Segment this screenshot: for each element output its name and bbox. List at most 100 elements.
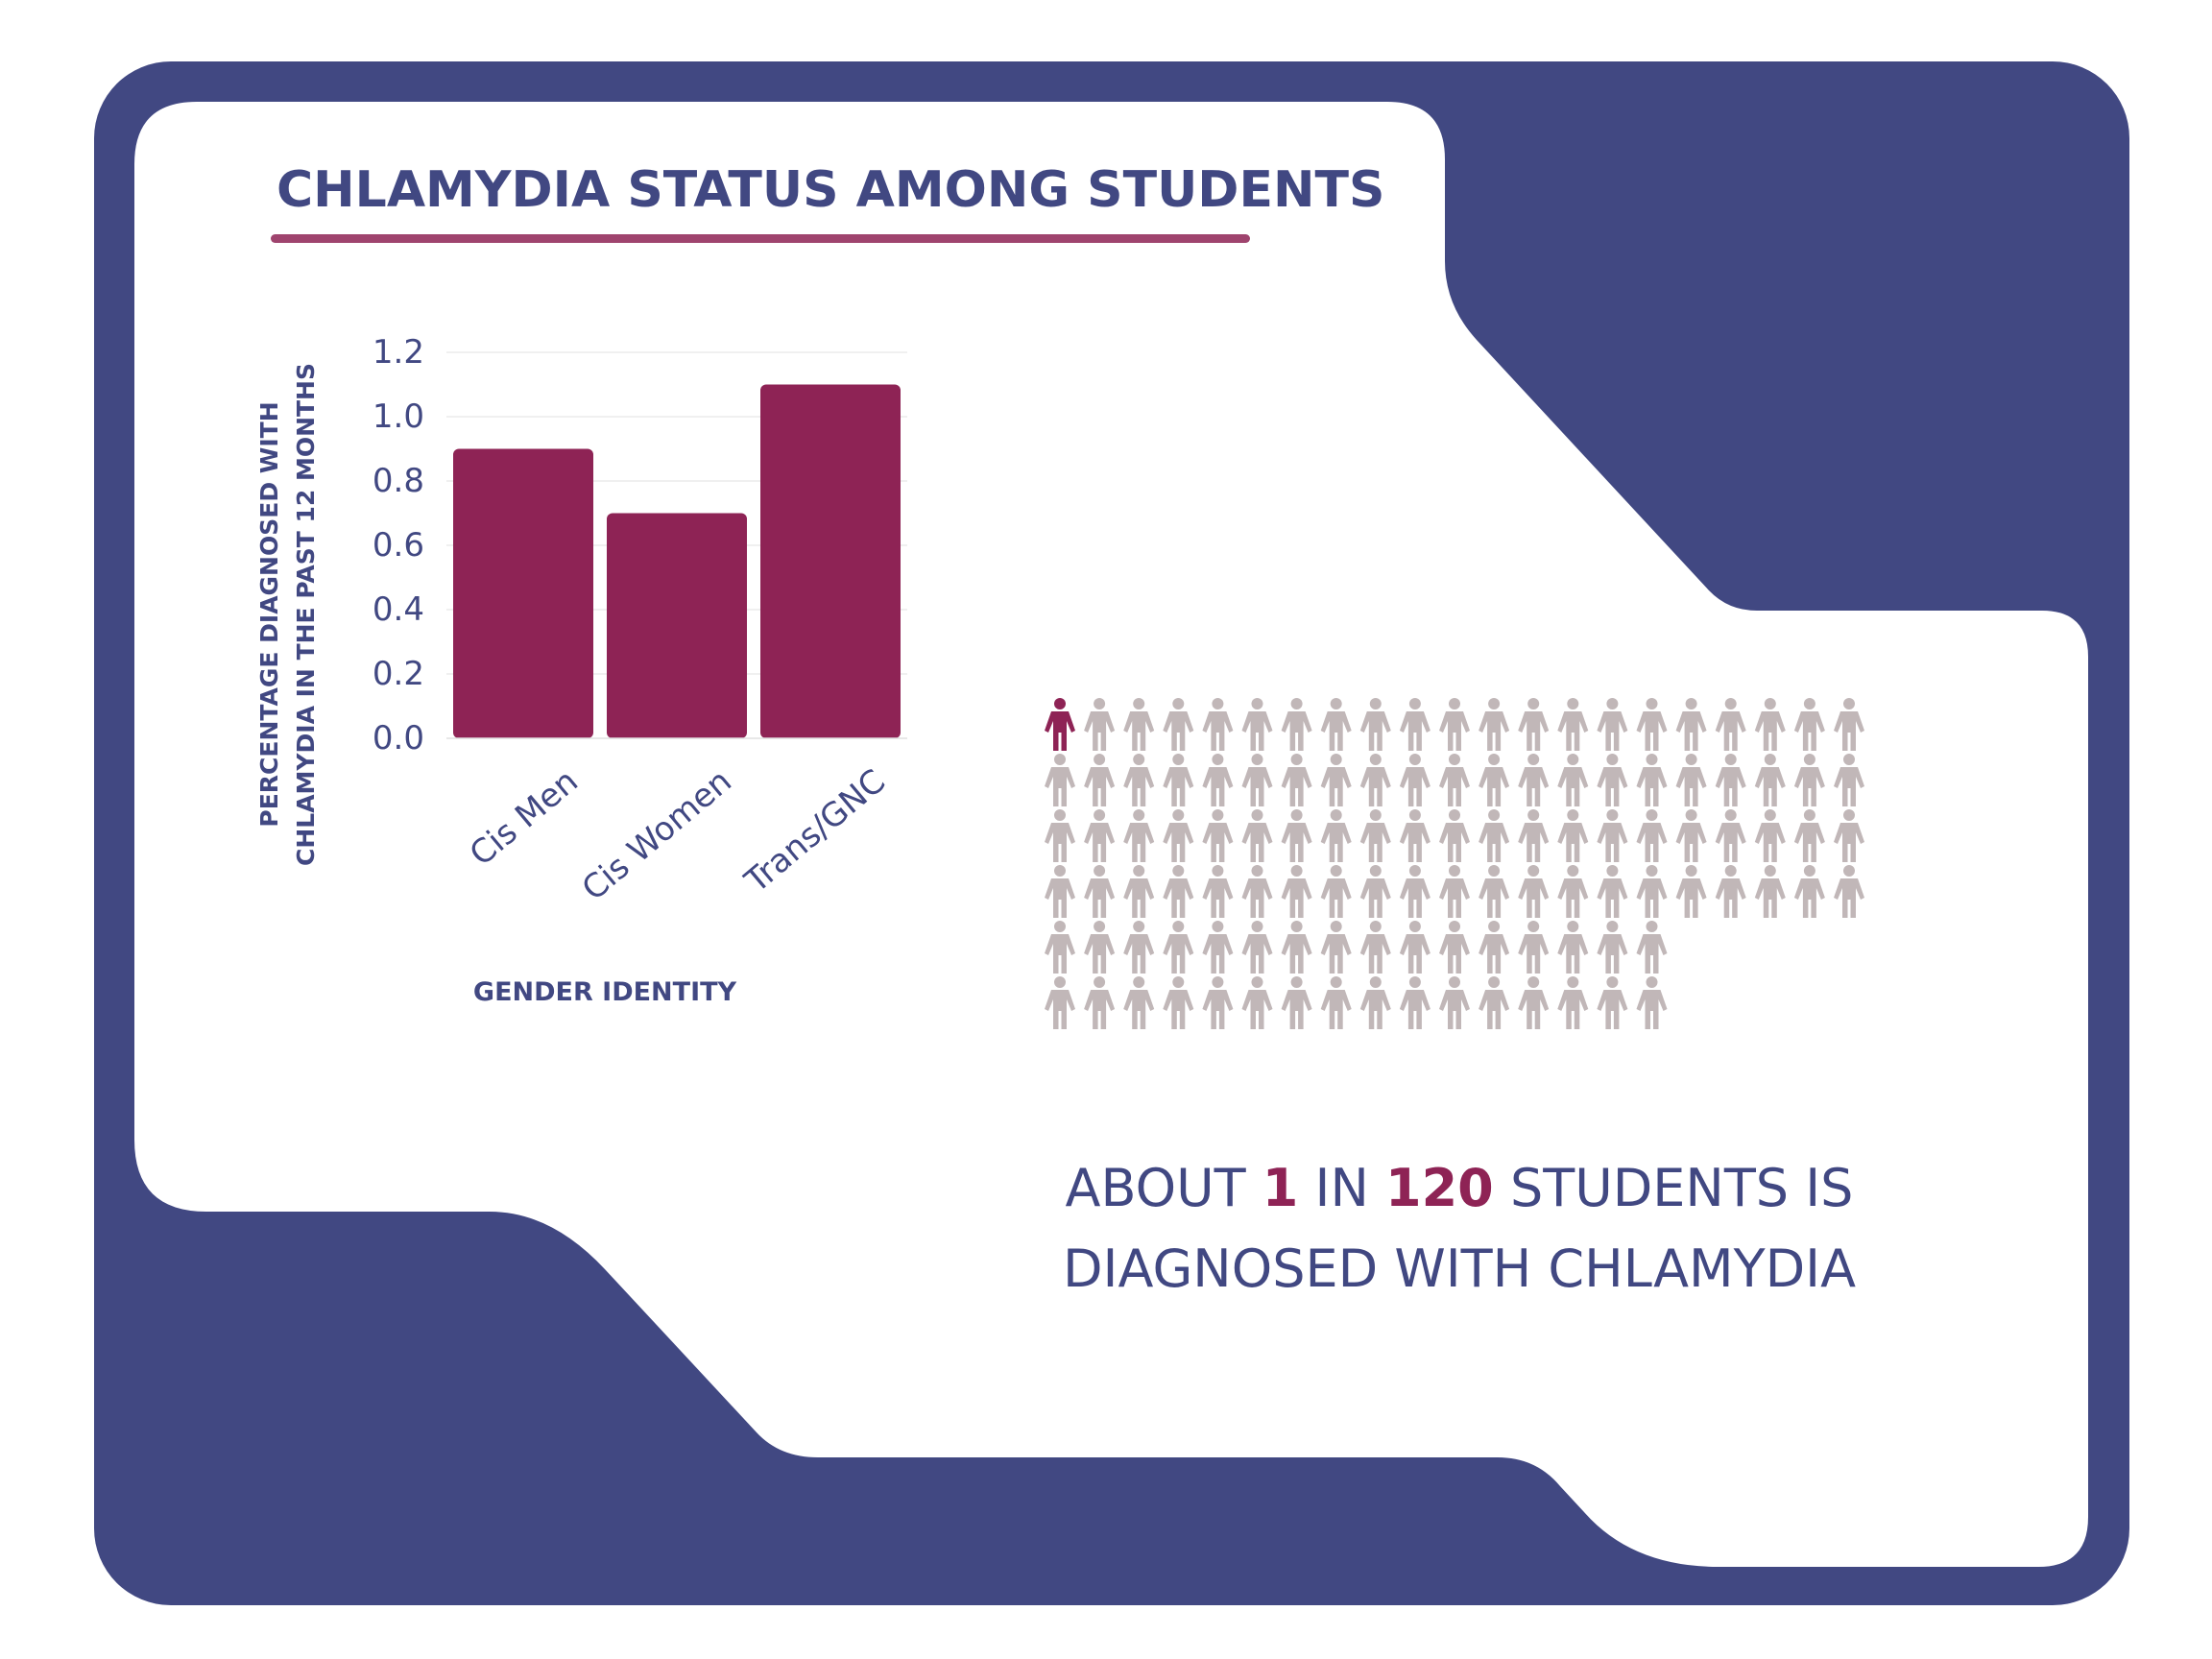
person-icon [1754,698,1786,751]
person-icon [1518,921,1550,974]
bar-cis-men [453,448,593,738]
person-icon [1320,865,1352,918]
person-icon [1675,698,1707,751]
title-underline [271,234,1250,243]
person-icon [1123,976,1155,1029]
person-icon [1597,754,1628,806]
person-icon [1675,865,1707,918]
person-icon [1518,976,1550,1029]
person-icon-highlighted [1045,698,1075,751]
person-icon [1557,809,1589,862]
person-icon [1715,809,1746,862]
person-icon [1202,865,1234,918]
stat-prefix: ABOUT [1065,1158,1246,1218]
person-icon [1754,865,1786,918]
person-icon [1163,754,1194,806]
person-icon [1163,865,1194,918]
y-axis-label: PERCENTAGE DIAGNOSED WITH CHLAMYDIA IN T… [255,363,320,866]
person-icon [1557,698,1589,751]
person-icon [1557,865,1589,918]
person-icon [1479,754,1510,806]
person-icon [1793,754,1825,806]
person-icon [1636,976,1668,1029]
x-axis-label: GENDER IDENTITY [472,977,737,1007]
person-icon [1557,921,1589,974]
person-icon [1320,921,1352,974]
bar-trans-gnc [760,384,901,738]
person-icon [1479,865,1510,918]
person-icon [1045,865,1075,918]
person-icon [1675,754,1707,806]
person-icon [1834,809,1864,862]
y-tick-label: 0.4 [372,590,424,629]
y-tick-label: 1.2 [372,333,424,372]
y-tick-label: 0.8 [372,462,424,500]
person-icon [1320,754,1352,806]
person-icon [1793,865,1825,918]
person-icon [1202,921,1234,974]
person-icon [1557,976,1589,1029]
person-icon [1123,809,1155,862]
person-icon [1479,809,1510,862]
person-icon [1715,698,1746,751]
person-icon [1359,865,1391,918]
person-icon [1359,976,1391,1029]
person-icon [1281,921,1312,974]
statistic-caption: ABOUT 1 IN 120 STUDENTS IS DIAGNOSED WIT… [979,1148,1939,1310]
person-icon [1439,698,1470,751]
person-icon [1597,809,1628,862]
person-icon [1241,809,1273,862]
person-icon [1439,976,1470,1029]
person-icon [1084,809,1116,862]
person-icon [1439,809,1470,862]
person-icon [1399,809,1431,862]
person-icon [1241,921,1273,974]
person-icon [1084,976,1116,1029]
person-icon [1281,754,1312,806]
y-tick-label: 0.6 [372,526,424,565]
person-icon [1636,698,1668,751]
bar-chart [446,351,907,739]
person-icon [1241,865,1273,918]
person-icon [1518,754,1550,806]
person-icon [1241,754,1273,806]
person-icon [1281,865,1312,918]
y-tick-label: 0.2 [372,655,424,693]
person-icon [1636,865,1668,918]
person-icon [1320,976,1352,1029]
person-icon [1597,976,1628,1029]
person-icon [1597,921,1628,974]
person-icon [1518,698,1550,751]
person-icon [1084,865,1116,918]
person-icon [1715,865,1746,918]
person-icon [1084,921,1116,974]
person-icon [1399,698,1431,751]
person-icon [1636,921,1668,974]
page-title: CHLAMYDIA STATUS AMONG STUDENTS [276,161,1385,219]
person-icon [1793,698,1825,751]
y-tick-label: 1.0 [372,397,424,436]
person-icon [1281,698,1312,751]
person-icon [1359,809,1391,862]
person-icon [1359,754,1391,806]
person-icon [1281,976,1312,1029]
person-icon [1518,865,1550,918]
stat-line2: DIAGNOSED WITH CHLAMYDIA [1062,1238,1857,1299]
person-icon [1320,698,1352,751]
person-icon [1399,865,1431,918]
person-icon [1163,809,1194,862]
person-icon [1675,809,1707,862]
y-tick-label: 0.0 [372,719,424,757]
person-icon [1359,921,1391,974]
person-icon [1754,754,1786,806]
person-icon [1636,809,1668,862]
person-icon [1399,754,1431,806]
person-icon [1597,698,1628,751]
person-icon [1834,754,1864,806]
person-icon [1045,976,1075,1029]
stat-suffix: STUDENTS IS [1509,1158,1854,1218]
person-icon [1045,921,1075,974]
person-icon [1479,921,1510,974]
person-icon [1439,754,1470,806]
person-icon [1793,809,1825,862]
